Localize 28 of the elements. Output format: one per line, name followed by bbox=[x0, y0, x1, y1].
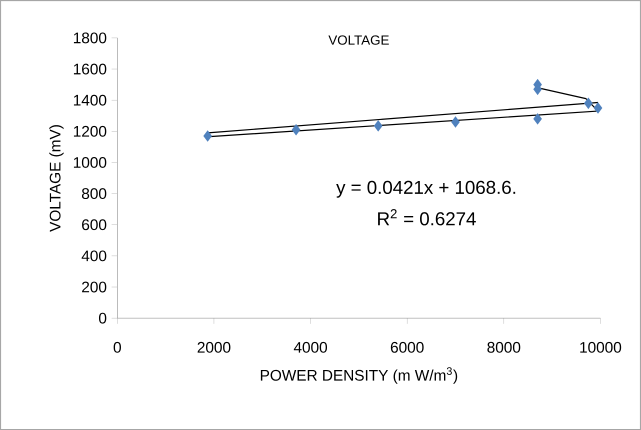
y-tick-label: 1800 bbox=[74, 32, 106, 44]
point bbox=[203, 130, 212, 142]
x-axis-title: POWER DENSITY (m W/m$^{3}$) bbox=[260, 367, 458, 384]
y-tick-label: 1200 bbox=[74, 126, 106, 137]
y-tick-label: 1400 bbox=[74, 94, 106, 106]
y-tick-label: 1000 bbox=[74, 156, 106, 168]
x-tick-label: 6000 bbox=[390, 342, 424, 353]
point bbox=[451, 116, 460, 128]
chart-title: VOLTAGE bbox=[328, 35, 389, 45]
y-tick-label: 0 bbox=[98, 312, 106, 324]
y-tick-label: 400 bbox=[82, 250, 106, 262]
point bbox=[594, 102, 602, 114]
point bbox=[533, 113, 542, 124]
point bbox=[292, 124, 300, 136]
y-tick-label: 600 bbox=[82, 219, 106, 230]
annotation: y = 0.0421x + 1068.6. bbox=[336, 180, 516, 198]
x-tick-label: 4000 bbox=[294, 342, 328, 353]
x-tick-label: 10000 bbox=[580, 342, 622, 353]
x-tick-label: 8000 bbox=[487, 342, 520, 353]
point bbox=[584, 98, 593, 109]
annotation: R$^{2}$ = 0.6274 bbox=[378, 209, 476, 226]
y-tick-label: 800 bbox=[82, 188, 106, 199]
x-tick-label: 2000 bbox=[198, 342, 230, 353]
y-tick-label: 200 bbox=[82, 282, 106, 292]
y-tick-label: 1600 bbox=[74, 64, 106, 74]
point bbox=[374, 120, 382, 132]
y-axis-title: VOLTAGE (mV) bbox=[49, 125, 64, 232]
x-tick-label: 0 bbox=[114, 342, 121, 353]
